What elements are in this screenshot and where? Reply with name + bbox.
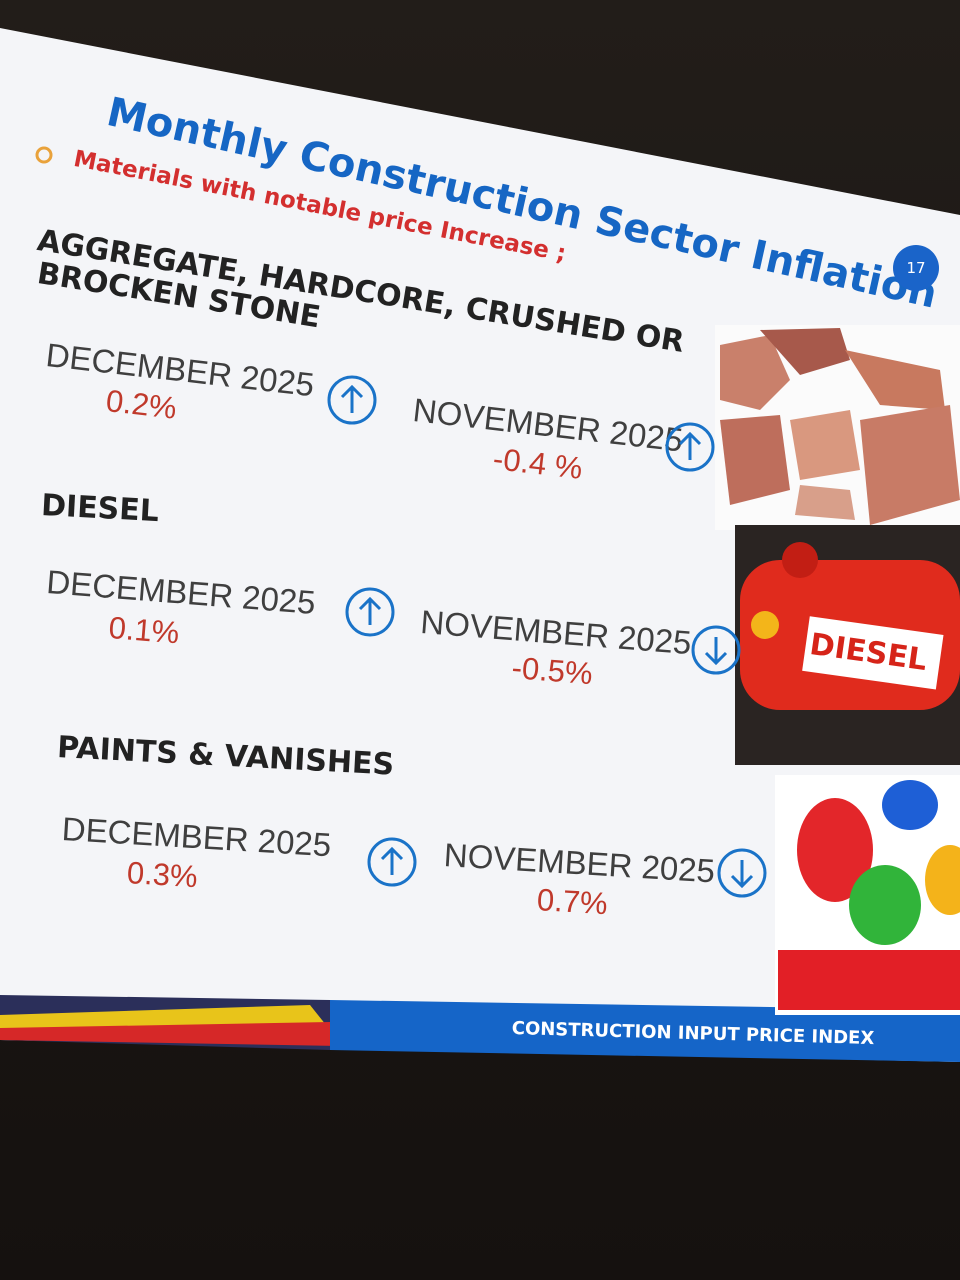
december-value: 0.1% bbox=[107, 610, 181, 651]
paint-can bbox=[797, 798, 873, 902]
arrow-down bbox=[691, 625, 741, 675]
arrow-up bbox=[665, 422, 715, 472]
december-value: 0.2% bbox=[104, 383, 179, 426]
rock bbox=[720, 335, 790, 410]
slide-number: 17 bbox=[893, 245, 939, 291]
bullet bbox=[35, 146, 53, 164]
paint-red bbox=[778, 950, 960, 1010]
paint-can bbox=[882, 780, 938, 830]
rock bbox=[720, 415, 790, 505]
tank-sun bbox=[751, 611, 779, 639]
november-value: -0.5% bbox=[510, 650, 594, 692]
footer-stripe bbox=[0, 1022, 340, 1046]
rock bbox=[760, 328, 850, 375]
arrow-down bbox=[717, 848, 767, 898]
section-name: DIESEL bbox=[40, 488, 160, 530]
rock bbox=[795, 485, 855, 520]
rock bbox=[845, 350, 945, 410]
footer-band bbox=[330, 1000, 960, 1062]
december-value: 0.3% bbox=[125, 855, 199, 895]
rock bbox=[860, 405, 960, 525]
arrow-up bbox=[367, 837, 417, 887]
tank-plate bbox=[802, 616, 944, 690]
november-value: 0.7% bbox=[535, 882, 609, 922]
rock bbox=[790, 410, 860, 480]
tank-cap bbox=[782, 542, 818, 578]
paint-can bbox=[849, 865, 921, 945]
paint-can bbox=[925, 845, 960, 915]
arrow-up bbox=[345, 587, 395, 637]
arrow-up bbox=[327, 375, 377, 425]
